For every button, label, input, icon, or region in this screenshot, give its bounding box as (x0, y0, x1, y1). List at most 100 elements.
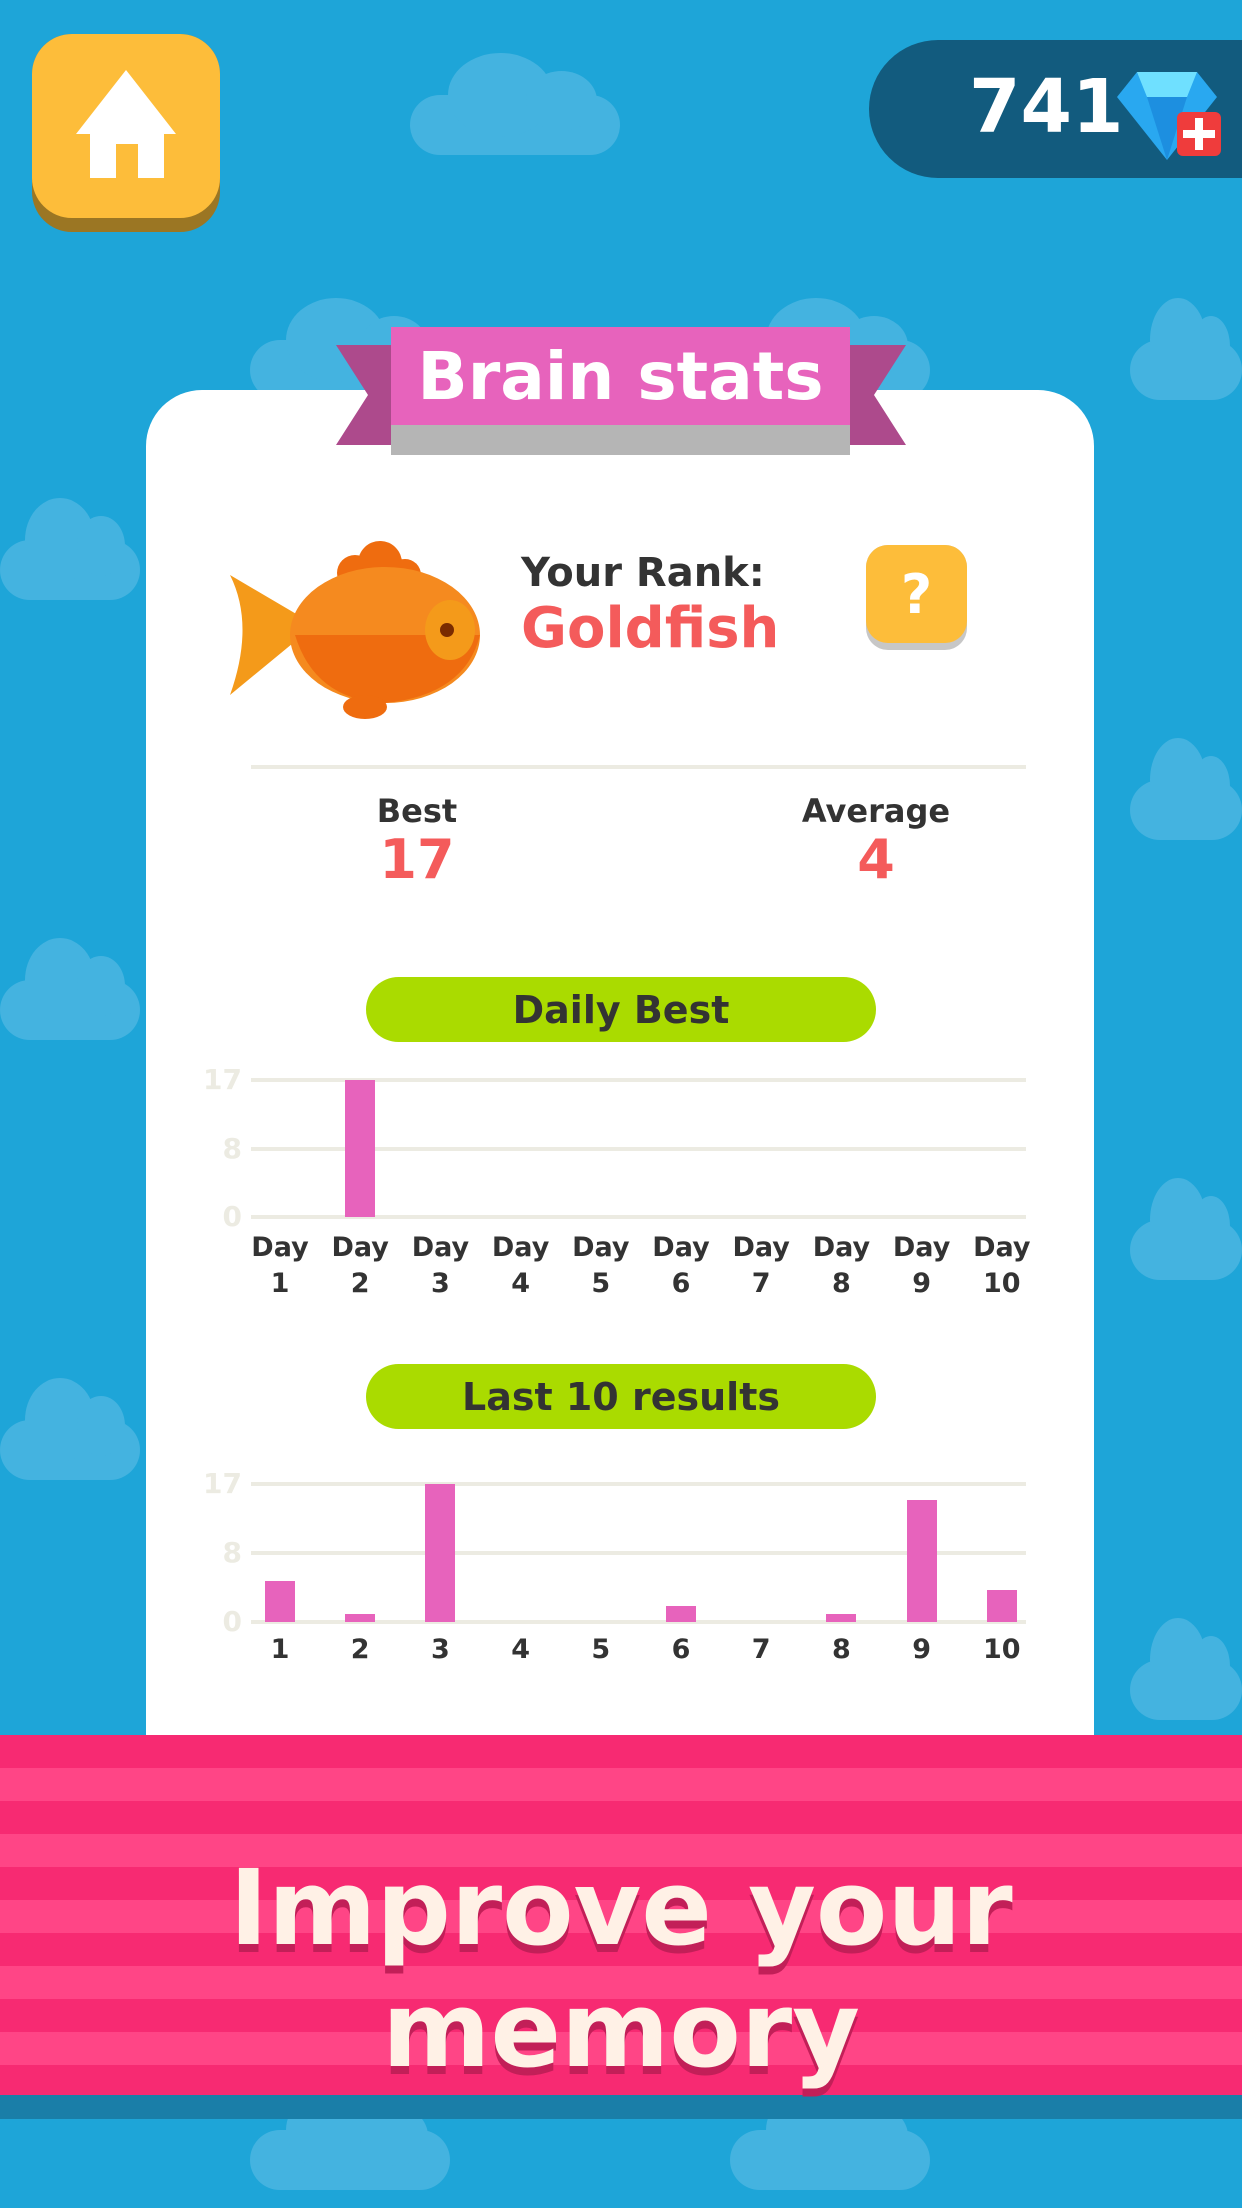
bar (826, 1613, 857, 1622)
banner-text: Improve your memory (229, 1847, 1013, 2091)
x-tick-label-line: Day (892, 1232, 951, 1263)
x-tick-label: Day 6 (641, 1230, 721, 1302)
y-tick-label: 0 (222, 1200, 242, 1233)
x-tick-label-line: Day (331, 1232, 389, 1263)
cloud (1130, 1618, 1242, 1720)
promo-banner: Improve your memory (0, 1735, 1242, 2095)
bar (265, 1581, 295, 1622)
bar (906, 1500, 937, 1622)
x-tick-label: Day 8 (801, 1230, 881, 1302)
average-label: Average (801, 792, 951, 830)
x-tick-label-line: Day (251, 1232, 309, 1263)
x-tick-label: 2 (320, 1632, 400, 1668)
x-tick-label: Day 10 (962, 1230, 1042, 1302)
x-tick-label: 3 (400, 1632, 480, 1668)
x-tick-label-line: 3 (430, 1634, 450, 1665)
x-tick-label-line: 1 (270, 1634, 290, 1665)
x-tick-label-line: 2 (350, 1268, 370, 1299)
cloud (1130, 298, 1242, 400)
x-tick-label-line: 5 (591, 1268, 611, 1299)
page-title: Brain stats (391, 327, 850, 425)
best-label: Best (376, 792, 458, 830)
x-tick-label-line: 6 (671, 1634, 691, 1665)
y-tick-label: 8 (222, 1536, 242, 1569)
gem-count: 741 (969, 64, 1124, 150)
x-tick-label-line: 2 (350, 1634, 370, 1665)
x-tick-label-line: 9 (912, 1634, 931, 1665)
rank-label: Your Rank: (521, 550, 765, 596)
x-tick-label-line: Day (812, 1232, 871, 1263)
x-tick-label-line: 1 (270, 1268, 290, 1299)
average-value: 4 (857, 828, 895, 891)
x-tick-label-line: Day (732, 1232, 790, 1263)
x-tick-label-line: 3 (430, 1268, 450, 1299)
bar (986, 1589, 1017, 1622)
goldfish-icon (230, 541, 480, 719)
x-tick-label-line: 7 (751, 1634, 771, 1665)
home-icon (76, 70, 176, 178)
last-10-results-header: Last 10 results (366, 1364, 876, 1429)
bar (666, 1605, 696, 1622)
best-value: 17 (379, 828, 455, 891)
y-tick-label: 17 (203, 1467, 242, 1500)
x-tick-label: Day 7 (721, 1230, 801, 1302)
x-tick-label-line: Day (572, 1232, 630, 1263)
help-label: ? (866, 545, 967, 643)
gridline (251, 1215, 1026, 1219)
x-tick-label: Day 4 (481, 1230, 561, 1302)
x-tick-label-line: 7 (751, 1268, 771, 1299)
bar (425, 1484, 456, 1622)
y-tick-label: 8 (222, 1131, 242, 1165)
x-tick-label: Day 9 (882, 1230, 962, 1302)
help-button[interactable]: ? (866, 545, 967, 650)
x-tick-label-line: Day (491, 1232, 550, 1263)
y-tick-label: 0 (222, 1605, 242, 1638)
x-tick-label: Day 3 (400, 1230, 480, 1302)
x-tick-label: Day 2 (320, 1230, 400, 1302)
cloud (0, 1378, 140, 1480)
x-tick-label-line: 5 (591, 1634, 611, 1665)
cloud (0, 938, 140, 1040)
home-button[interactable] (32, 34, 220, 232)
x-tick-label-line: 10 (983, 1634, 1021, 1665)
x-tick-label-line: Day (652, 1232, 710, 1263)
x-tick-label: 1 (240, 1632, 320, 1668)
divider (251, 765, 1026, 769)
y-tick-label: 17 (203, 1063, 242, 1096)
x-tick-label-line: 8 (831, 1634, 851, 1665)
x-tick-label: Day 5 (561, 1230, 641, 1302)
bar (345, 1613, 376, 1622)
cloud (730, 2088, 930, 2190)
x-tick-label-line: Day (411, 1232, 470, 1263)
x-tick-label-line: 6 (671, 1268, 691, 1299)
x-tick-label-line: 10 (983, 1268, 1021, 1299)
rank-value: Goldfish (521, 596, 780, 661)
x-tick-label-line: 4 (511, 1634, 530, 1665)
x-tick-label: 4 (481, 1632, 561, 1668)
x-tick-label-line: Day (973, 1232, 1031, 1263)
gridline (251, 1146, 1026, 1151)
gridline (251, 1551, 1026, 1555)
x-tick-label: Day 1 (240, 1230, 320, 1302)
gridline (251, 1078, 1026, 1082)
daily-best-header: Daily Best (366, 977, 876, 1042)
cloud (1130, 1178, 1242, 1280)
x-tick-label-line: 9 (912, 1268, 931, 1299)
x-tick-label: 8 (801, 1632, 881, 1668)
cloud (0, 498, 140, 600)
cloud (1130, 738, 1242, 840)
x-tick-label: 10 (962, 1632, 1042, 1668)
gridline (251, 1620, 1026, 1624)
cloud (410, 53, 620, 155)
x-tick-label-line: 4 (511, 1268, 530, 1299)
diamond-icon (1117, 72, 1221, 160)
x-tick-label: 7 (721, 1632, 801, 1668)
x-tick-label: 5 (561, 1632, 641, 1668)
bar (345, 1080, 376, 1217)
x-tick-label: 6 (641, 1632, 721, 1668)
gem-counter[interactable]: 741 (869, 40, 1242, 178)
cloud (250, 2088, 450, 2190)
x-tick-label: 9 (882, 1632, 962, 1668)
x-tick-label-line: 8 (831, 1268, 851, 1299)
gridline (251, 1482, 1026, 1486)
